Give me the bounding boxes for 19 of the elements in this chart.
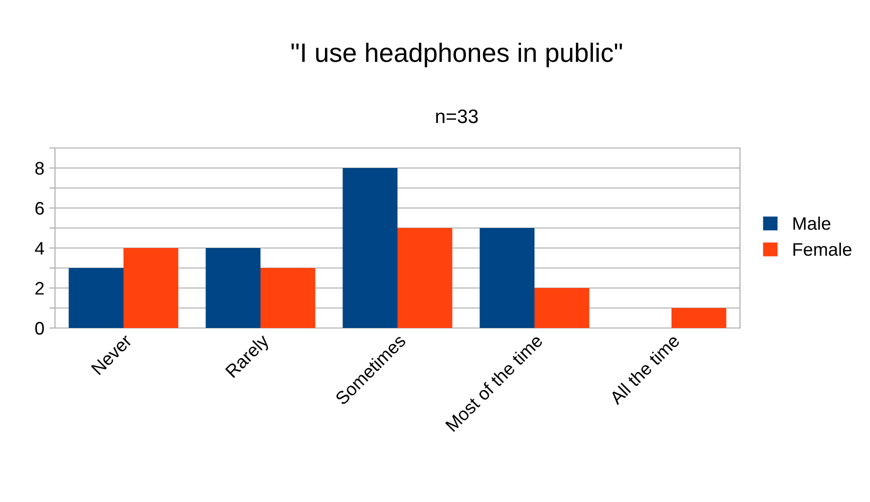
bar: [124, 248, 178, 328]
legend-label: Female: [793, 242, 852, 256]
y-tick-label: 8: [35, 162, 44, 175]
y-tick-label: 0: [35, 322, 44, 335]
bar: [68, 268, 124, 328]
legend-label: Male: [793, 216, 830, 230]
y-tick-label: 2: [35, 282, 44, 295]
y-tick-label: 4: [34, 242, 44, 255]
chart-title: "I use headphones in public": [292, 42, 622, 68]
bar: [398, 228, 452, 328]
bar: [534, 288, 590, 328]
x-tick-label: All the time: [608, 333, 680, 406]
bar: [260, 268, 316, 328]
bar: [672, 308, 726, 328]
y-tick-label: 6: [35, 202, 44, 215]
bar: [206, 248, 260, 328]
bar: [480, 228, 534, 328]
bar: [342, 168, 398, 328]
chart-subtitle: n=33: [436, 109, 478, 124]
